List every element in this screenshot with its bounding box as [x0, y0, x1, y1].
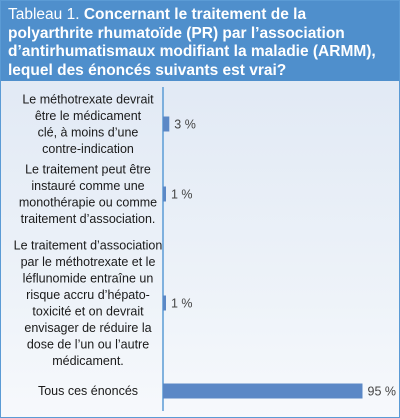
- value-label: 1 %: [171, 188, 193, 202]
- category-label: Tous ces énoncés: [38, 384, 138, 398]
- bar: [163, 116, 170, 132]
- category-label: Le méthotrexate devrait être le médicamen…: [22, 92, 154, 156]
- value-label: 1 %: [171, 297, 193, 311]
- bar: [163, 186, 166, 202]
- bar-chart: Le méthotrexate devrait être le médicamen…: [14, 87, 397, 411]
- bar: [163, 383, 363, 399]
- bar: [163, 295, 166, 311]
- category-label: Le traitement d’association par le méthot…: [14, 238, 163, 367]
- figure-header: Tableau 1. Concernant le traitement de l…: [1, 1, 399, 81]
- question-title: Concernant le traitement de la polyarthr…: [8, 6, 376, 79]
- category-label: Le traitement peut être instauré comme un…: [19, 162, 157, 226]
- value-label: 95 %: [368, 385, 397, 399]
- value-label: 3 %: [174, 118, 196, 132]
- table-number: Tableau 1.: [8, 6, 80, 23]
